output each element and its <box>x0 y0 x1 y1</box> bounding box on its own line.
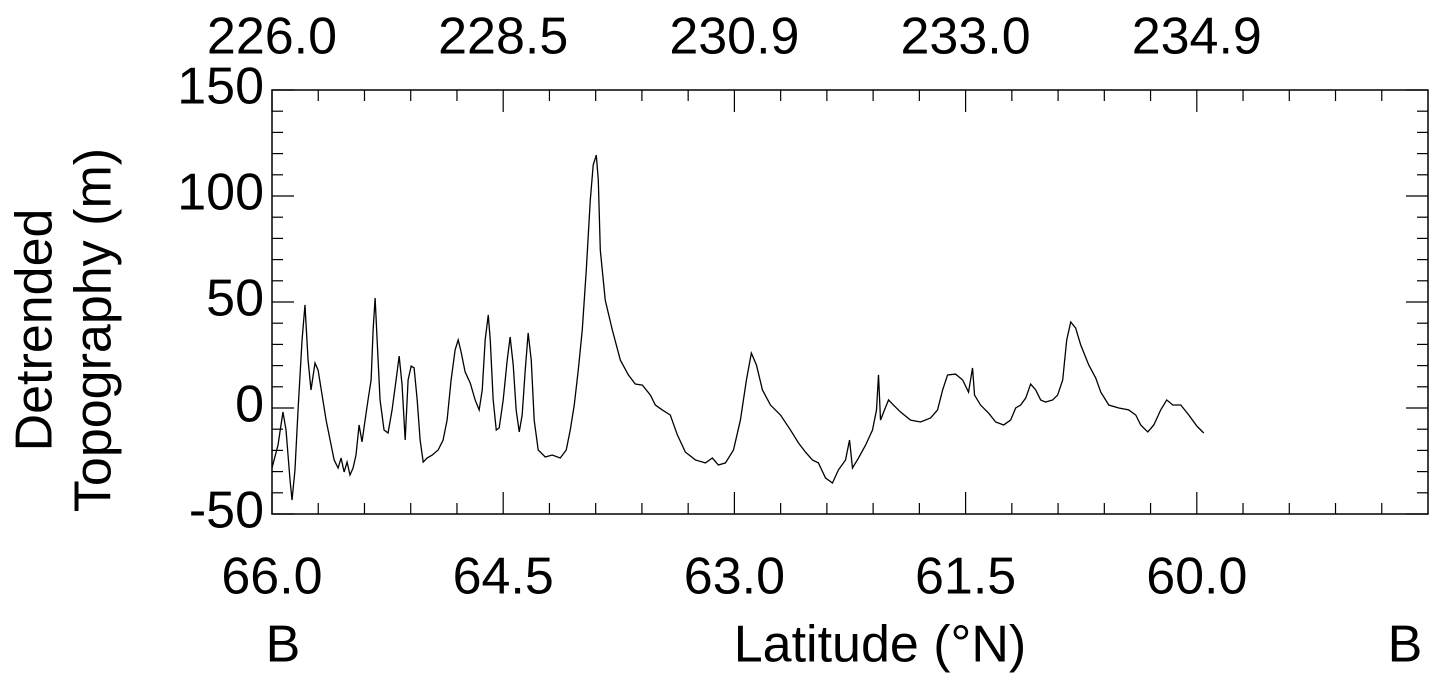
data-line <box>271 154 1205 501</box>
x-axis-label: Latitude (°N) <box>734 616 1026 674</box>
x-tick-label: 66.0 <box>221 548 322 606</box>
annotation: B <box>266 616 301 674</box>
y-tick-label: -50 <box>189 482 264 540</box>
x-tick-label: 64.5 <box>453 548 554 606</box>
x2-tick-label: 234.9 <box>1132 8 1262 66</box>
y-tick-label: 0 <box>235 376 264 434</box>
x2-tick-label: 230.9 <box>669 8 799 66</box>
x2-tick-label: 226.0 <box>207 8 337 66</box>
x-tick-label: 60.0 <box>1146 548 1247 606</box>
y-axis-label: Topography (m) <box>65 148 123 512</box>
x2-tick-label: 233.0 <box>901 8 1031 66</box>
y-tick-label: 100 <box>177 164 264 222</box>
y-tick-label: 150 <box>177 58 264 116</box>
x-tick-label: 63.0 <box>684 548 785 606</box>
y-tick-label: 50 <box>206 270 264 328</box>
x2-tick-label: 228.5 <box>438 8 568 66</box>
y-axis-label: Detrended <box>6 209 64 452</box>
annotation: B <box>1388 616 1423 674</box>
x-tick-label: 61.5 <box>915 548 1016 606</box>
